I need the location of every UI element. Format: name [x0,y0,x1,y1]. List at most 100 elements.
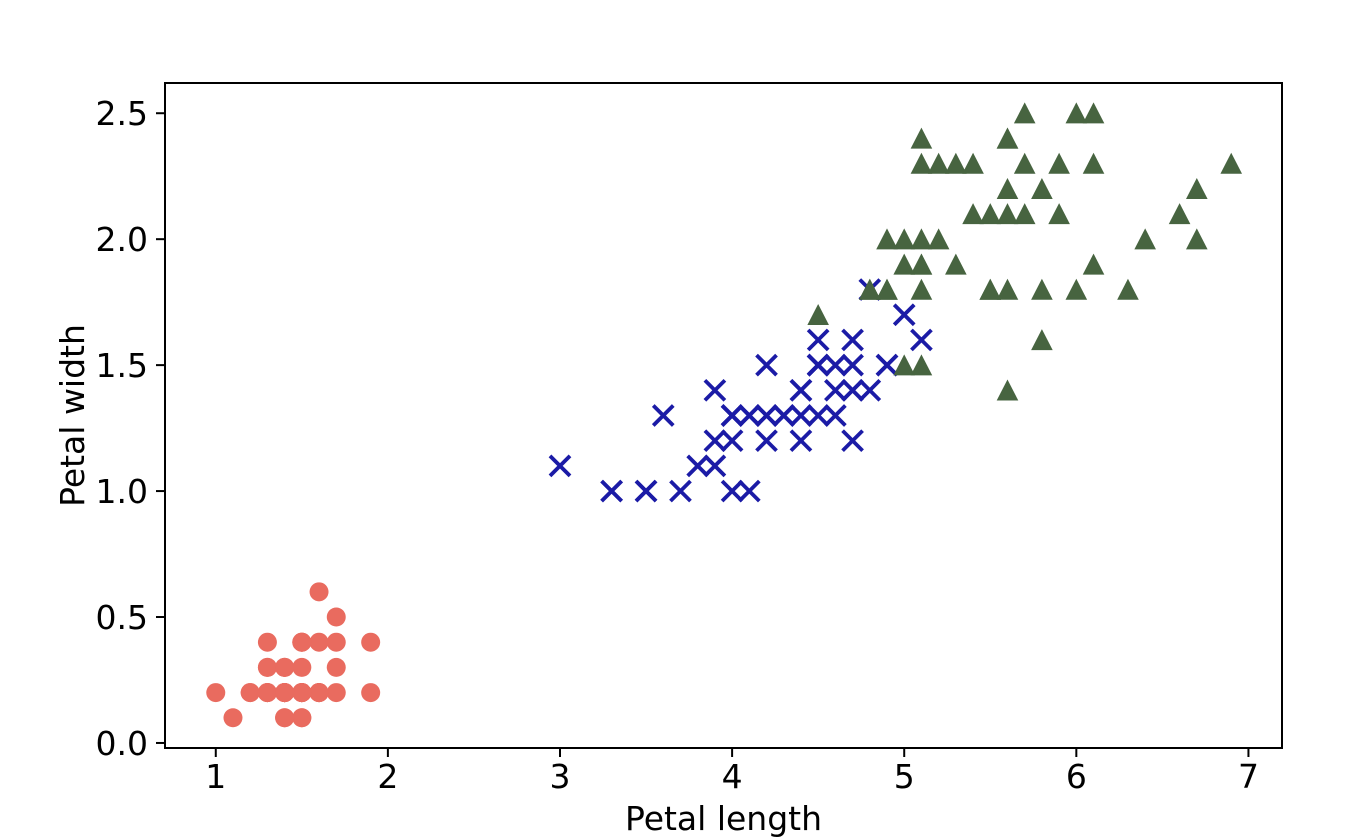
data-point-triangle [1048,152,1070,174]
data-point-x [824,404,847,427]
data-point-triangle [807,303,829,325]
data-point-triangle [1082,253,1105,275]
data-point-x [772,404,796,427]
data-point-x [789,378,813,402]
data-point-triangle [996,127,1019,149]
data-point-triangle [1117,278,1139,300]
data-point-triangle [1065,102,1088,124]
data-point-x [720,479,744,503]
x-tick-label: 7 [1238,757,1259,796]
data-point-circle [309,683,329,703]
data-point-triangle [1013,152,1036,174]
data-point-x [703,454,727,478]
data-point-triangle [1013,203,1036,225]
data-point-x [824,353,847,377]
data-point-triangle [962,152,984,174]
data-point-circle [361,632,381,652]
data-point-circle [292,708,312,728]
x-tick-label: 4 [722,757,743,796]
data-point-triangle [1031,278,1053,300]
data-point-x [703,429,727,453]
data-point-triangle [1048,203,1070,225]
x-tick-label: 6 [1066,757,1087,796]
data-point-circle [292,657,312,677]
data-point-triangle [910,253,933,275]
data-point-x [737,404,761,427]
x-tick-label: 5 [894,757,915,796]
data-point-triangle [1031,329,1053,351]
y-tick-label: 1.5 [96,346,148,385]
data-point-circle [223,708,243,728]
data-point-circle [275,657,295,677]
data-point-triangle [979,278,1002,300]
data-point-circle [292,683,312,703]
data-point-triangle [858,278,881,300]
data-point-x [755,429,778,453]
data-point-circle [326,657,346,677]
data-point-triangle [996,379,1019,401]
data-point-x [789,404,813,427]
data-point-triangle [1013,102,1036,124]
data-point-x [755,353,778,377]
data-point-x [720,429,744,453]
x-tick-label: 1 [205,757,226,796]
data-point-x [858,378,882,402]
data-point-circle [257,683,277,703]
data-point-triangle [893,228,916,250]
data-point-triangle [1134,228,1156,250]
y-tick-label: 0.5 [96,598,148,637]
data-point-x [720,404,744,427]
data-point-triangle [1186,228,1208,250]
data-point-triangle [876,278,898,300]
data-point-x [686,454,710,478]
data-point-triangle [910,127,933,149]
data-point-circle [275,683,295,703]
data-point-triangle [1031,177,1053,199]
data-point-x [806,328,830,352]
data-point-x [841,353,864,377]
x-axis-label: Petal length [625,799,822,838]
data-point-triangle [945,253,967,275]
data-point-circle [361,683,381,703]
data-point-x [737,479,761,503]
data-point-triangle [910,228,933,250]
data-point-triangle [910,152,933,174]
data-point-circle [292,632,312,652]
data-point-triangle [962,203,984,225]
data-point-circle [257,657,277,677]
data-point-x [789,429,813,453]
data-point-triangle [1220,152,1243,174]
data-point-triangle [927,228,950,250]
data-point-circle [275,708,295,728]
data-point-x [824,378,847,402]
y-tick-label: 1.0 [96,472,148,511]
data-point-triangle [927,152,950,174]
data-point-triangle [1082,102,1105,124]
data-point-triangle [893,354,916,376]
y-axis-label: Petal width [53,324,92,507]
data-point-x [806,404,830,427]
data-point-x [875,353,899,377]
x-tick-label: 3 [549,757,570,796]
y-tick-label: 2.0 [96,220,148,259]
data-point-circle [326,683,346,703]
data-point-x [841,328,864,352]
data-point-x [634,479,658,503]
data-point-x [806,353,830,377]
data-point-circle [240,683,260,703]
data-point-x [910,328,933,352]
series-green-triangles [807,102,1243,401]
data-point-circle [206,683,226,703]
data-point-x [703,378,727,402]
data-point-x [841,378,864,402]
data-point-triangle [945,152,967,174]
y-tick-label: 0.0 [96,724,148,763]
data-point-x [755,404,778,427]
data-point-triangle [1065,278,1088,300]
data-point-x [651,404,675,427]
data-point-triangle [876,228,898,250]
data-point-circle [309,632,329,652]
x-tick-label: 2 [377,757,398,796]
